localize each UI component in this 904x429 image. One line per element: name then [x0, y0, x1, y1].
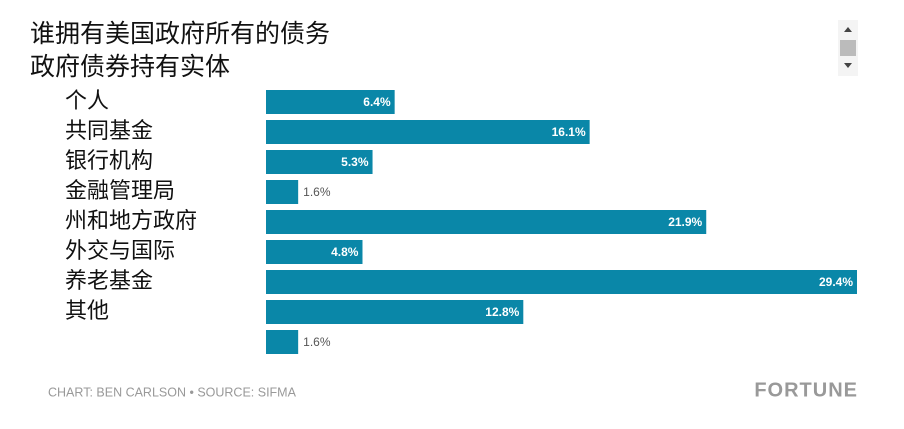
category-label: 金融管理局	[65, 179, 175, 204]
bar	[266, 330, 299, 354]
brand: FORTUNE	[754, 379, 858, 401]
value-label: 21.9%	[668, 215, 702, 229]
bar	[266, 210, 707, 234]
category-label: 外交与国际	[65, 239, 175, 264]
chart-subtitle: 政府债券持有实体	[30, 52, 230, 81]
bar	[266, 150, 373, 174]
bar	[266, 180, 299, 204]
value-label: 29.4%	[819, 275, 853, 289]
chart-title: 谁拥有美国政府所有的债务	[30, 19, 330, 48]
category-label: 共同基金	[65, 119, 153, 144]
bar	[266, 300, 524, 324]
value-label: 16.1%	[552, 125, 586, 139]
value-label: 4.8%	[331, 245, 359, 259]
source: CHART: BEN CARLSON • SOURCE: SIFMA	[48, 385, 297, 399]
category-label: 银行机构	[65, 149, 153, 174]
value-label: 1.6%	[303, 335, 331, 349]
bar	[266, 90, 395, 114]
scroll-down[interactable]	[844, 63, 852, 68]
category-label: 其他	[65, 299, 109, 324]
bar	[266, 240, 363, 264]
bar	[266, 270, 857, 294]
category-label: 州和地方政府	[65, 209, 197, 234]
value-label: 6.4%	[363, 95, 391, 109]
value-label: 5.3%	[341, 155, 369, 169]
category-label: 个人	[65, 89, 109, 114]
scrollbar[interactable]	[838, 20, 858, 76]
value-label: 1.6%	[303, 185, 331, 199]
bar	[266, 120, 590, 144]
scroll-up[interactable]	[844, 27, 852, 32]
category-label: 养老基金	[65, 269, 153, 294]
value-label: 12.8%	[485, 305, 519, 319]
scroll-thumb[interactable]	[840, 40, 856, 56]
